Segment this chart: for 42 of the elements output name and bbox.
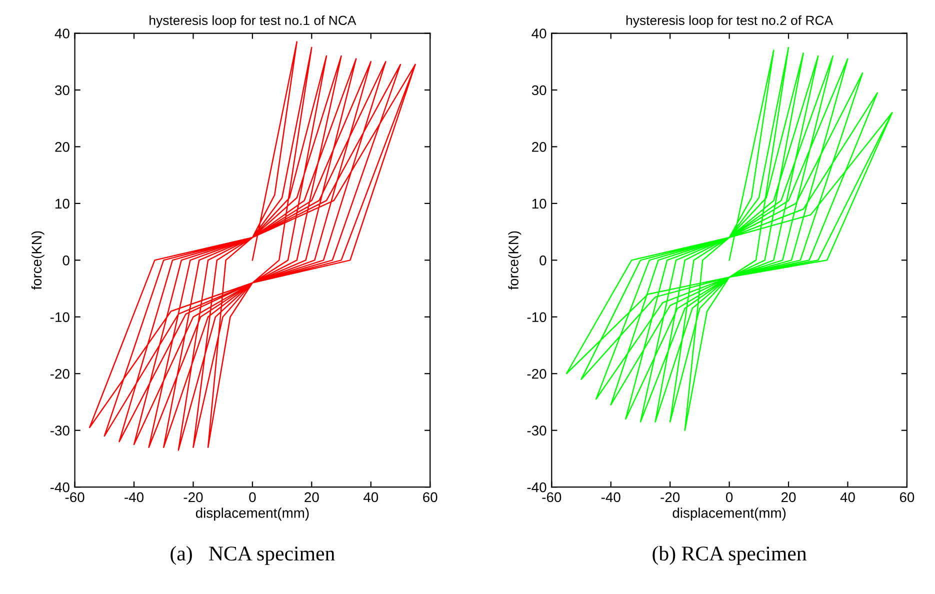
y-tick-label: -40 (527, 482, 546, 492)
x-tick-label: 40 (840, 492, 855, 502)
y-tick-label: 30 (55, 85, 70, 96)
x-tick-label: 20 (304, 492, 319, 502)
x-tick-label: -40 (601, 492, 620, 502)
x-tick-label: -60 (542, 492, 562, 502)
x-tick-label: 20 (781, 492, 796, 502)
y-tick-label: -20 (50, 368, 70, 379)
y-tick-label: -20 (527, 368, 546, 379)
y-tick-label: 20 (55, 142, 70, 152)
line-series (566, 46, 893, 431)
y-tick-label: 30 (532, 85, 546, 96)
x-axis-title: displacement(mm) (196, 508, 309, 521)
y-tick-label: 40 (532, 28, 546, 38)
x-tick-label: -60 (65, 492, 84, 502)
x-axis-title: displacement(mm) (672, 508, 786, 521)
y-tick-label: -40 (50, 482, 70, 492)
line-series (88, 41, 416, 451)
x-tick-label: -20 (660, 492, 680, 502)
y-tick-label: 0 (62, 256, 70, 266)
x-tick-label: -40 (124, 492, 144, 502)
y-axis-title: force(KN) (31, 231, 44, 290)
y-tick-label: 20 (532, 142, 546, 152)
y-tick-label: 0 (540, 256, 546, 266)
chart-title: hysteresis loop for test no.2 of RCA (626, 15, 834, 28)
y-tick-label: -10 (527, 312, 546, 322)
y-tick-label: 40 (54, 28, 70, 38)
y-tick-label: 10 (532, 198, 546, 209)
y-tick-label: 10 (56, 198, 70, 209)
x-tick-label: 40 (363, 492, 378, 502)
y-tick-label: -30 (50, 426, 70, 436)
x-tick-label: 0 (726, 492, 733, 502)
text: (a) NCA specimen (170, 546, 335, 565)
chart-title: hysteresis loop for test no.1 of NCA (150, 15, 356, 28)
x-tick-label: -20 (184, 492, 203, 502)
x-tick-label: 0 (249, 492, 256, 502)
x-tick-label: 60 (423, 492, 438, 502)
text: (b) RCA specimen (652, 546, 807, 565)
y-tick-label: -10 (50, 312, 70, 322)
y-tick-label: -30 (527, 426, 546, 436)
y-axis-title: force(KN) (508, 231, 522, 290)
x-tick-label: 60 (900, 492, 914, 502)
